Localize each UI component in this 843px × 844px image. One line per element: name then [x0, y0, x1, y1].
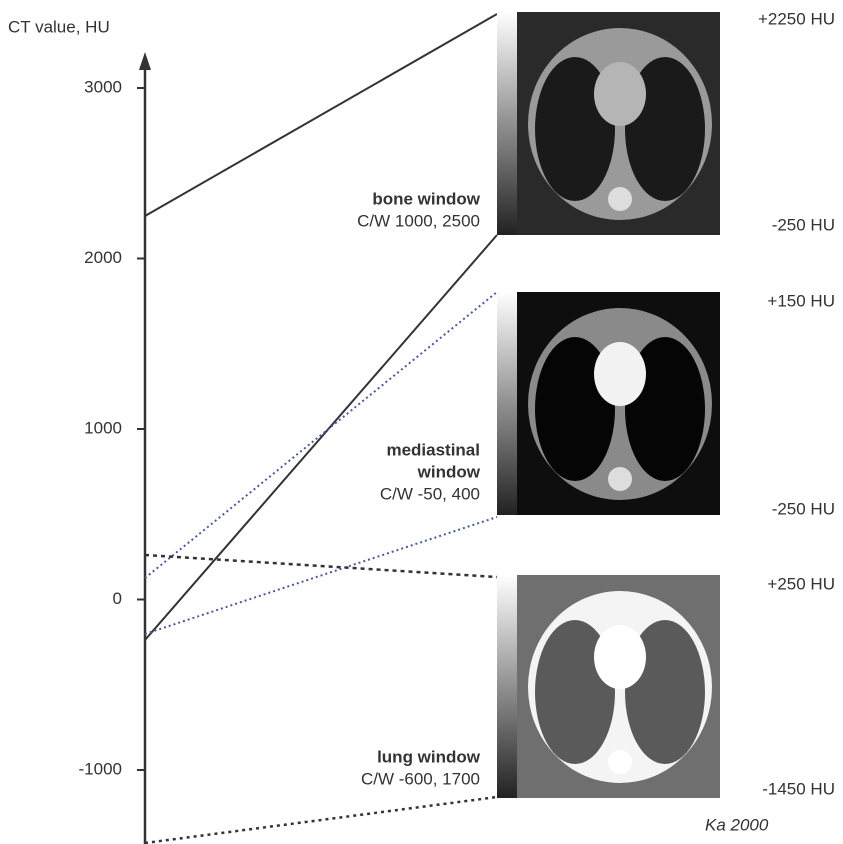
window-bottom-label: -250 HU — [772, 499, 835, 518]
window-name: bone window — [372, 189, 480, 208]
gray-scale-bar — [497, 12, 517, 235]
ct-spine — [608, 750, 632, 774]
ct-heart — [594, 342, 646, 406]
window-top-label: +250 HU — [767, 574, 835, 593]
window-name: mediastinal — [386, 440, 480, 459]
diagram: CT value, HU 3000 2000 1000 0 -1000 bone win… — [0, 0, 843, 844]
gray-scale-bar — [497, 575, 517, 798]
window-name: window — [417, 462, 481, 481]
ct-heart — [594, 62, 646, 126]
window-name: lung window — [377, 747, 481, 766]
tick-label: 3000 — [84, 77, 122, 96]
connectors — [145, 14, 497, 843]
axis-arrow — [139, 52, 151, 70]
tick-label: -1000 — [79, 759, 122, 778]
signature: Ka 2000 — [705, 815, 769, 834]
window-cw: C/W -50, 400 — [380, 484, 480, 503]
window-top-label: +2250 HU — [758, 9, 835, 28]
tick-label: 2000 — [84, 248, 122, 267]
window-bottom-label: -1450 HU — [762, 779, 835, 798]
ct-spine — [608, 467, 632, 491]
window-cw: C/W -600, 1700 — [361, 769, 480, 788]
ct-spine — [608, 187, 632, 211]
tick-label: 0 — [113, 589, 122, 608]
tick-label: 1000 — [84, 418, 122, 437]
gray-scale-bar — [497, 292, 517, 515]
axis-title: CT value, HU — [8, 17, 110, 36]
window-bottom-label: -250 HU — [772, 215, 835, 234]
window-cw: C/W 1000, 2500 — [357, 211, 480, 230]
ct-heart — [594, 625, 646, 689]
window-top-label: +150 HU — [767, 291, 835, 310]
